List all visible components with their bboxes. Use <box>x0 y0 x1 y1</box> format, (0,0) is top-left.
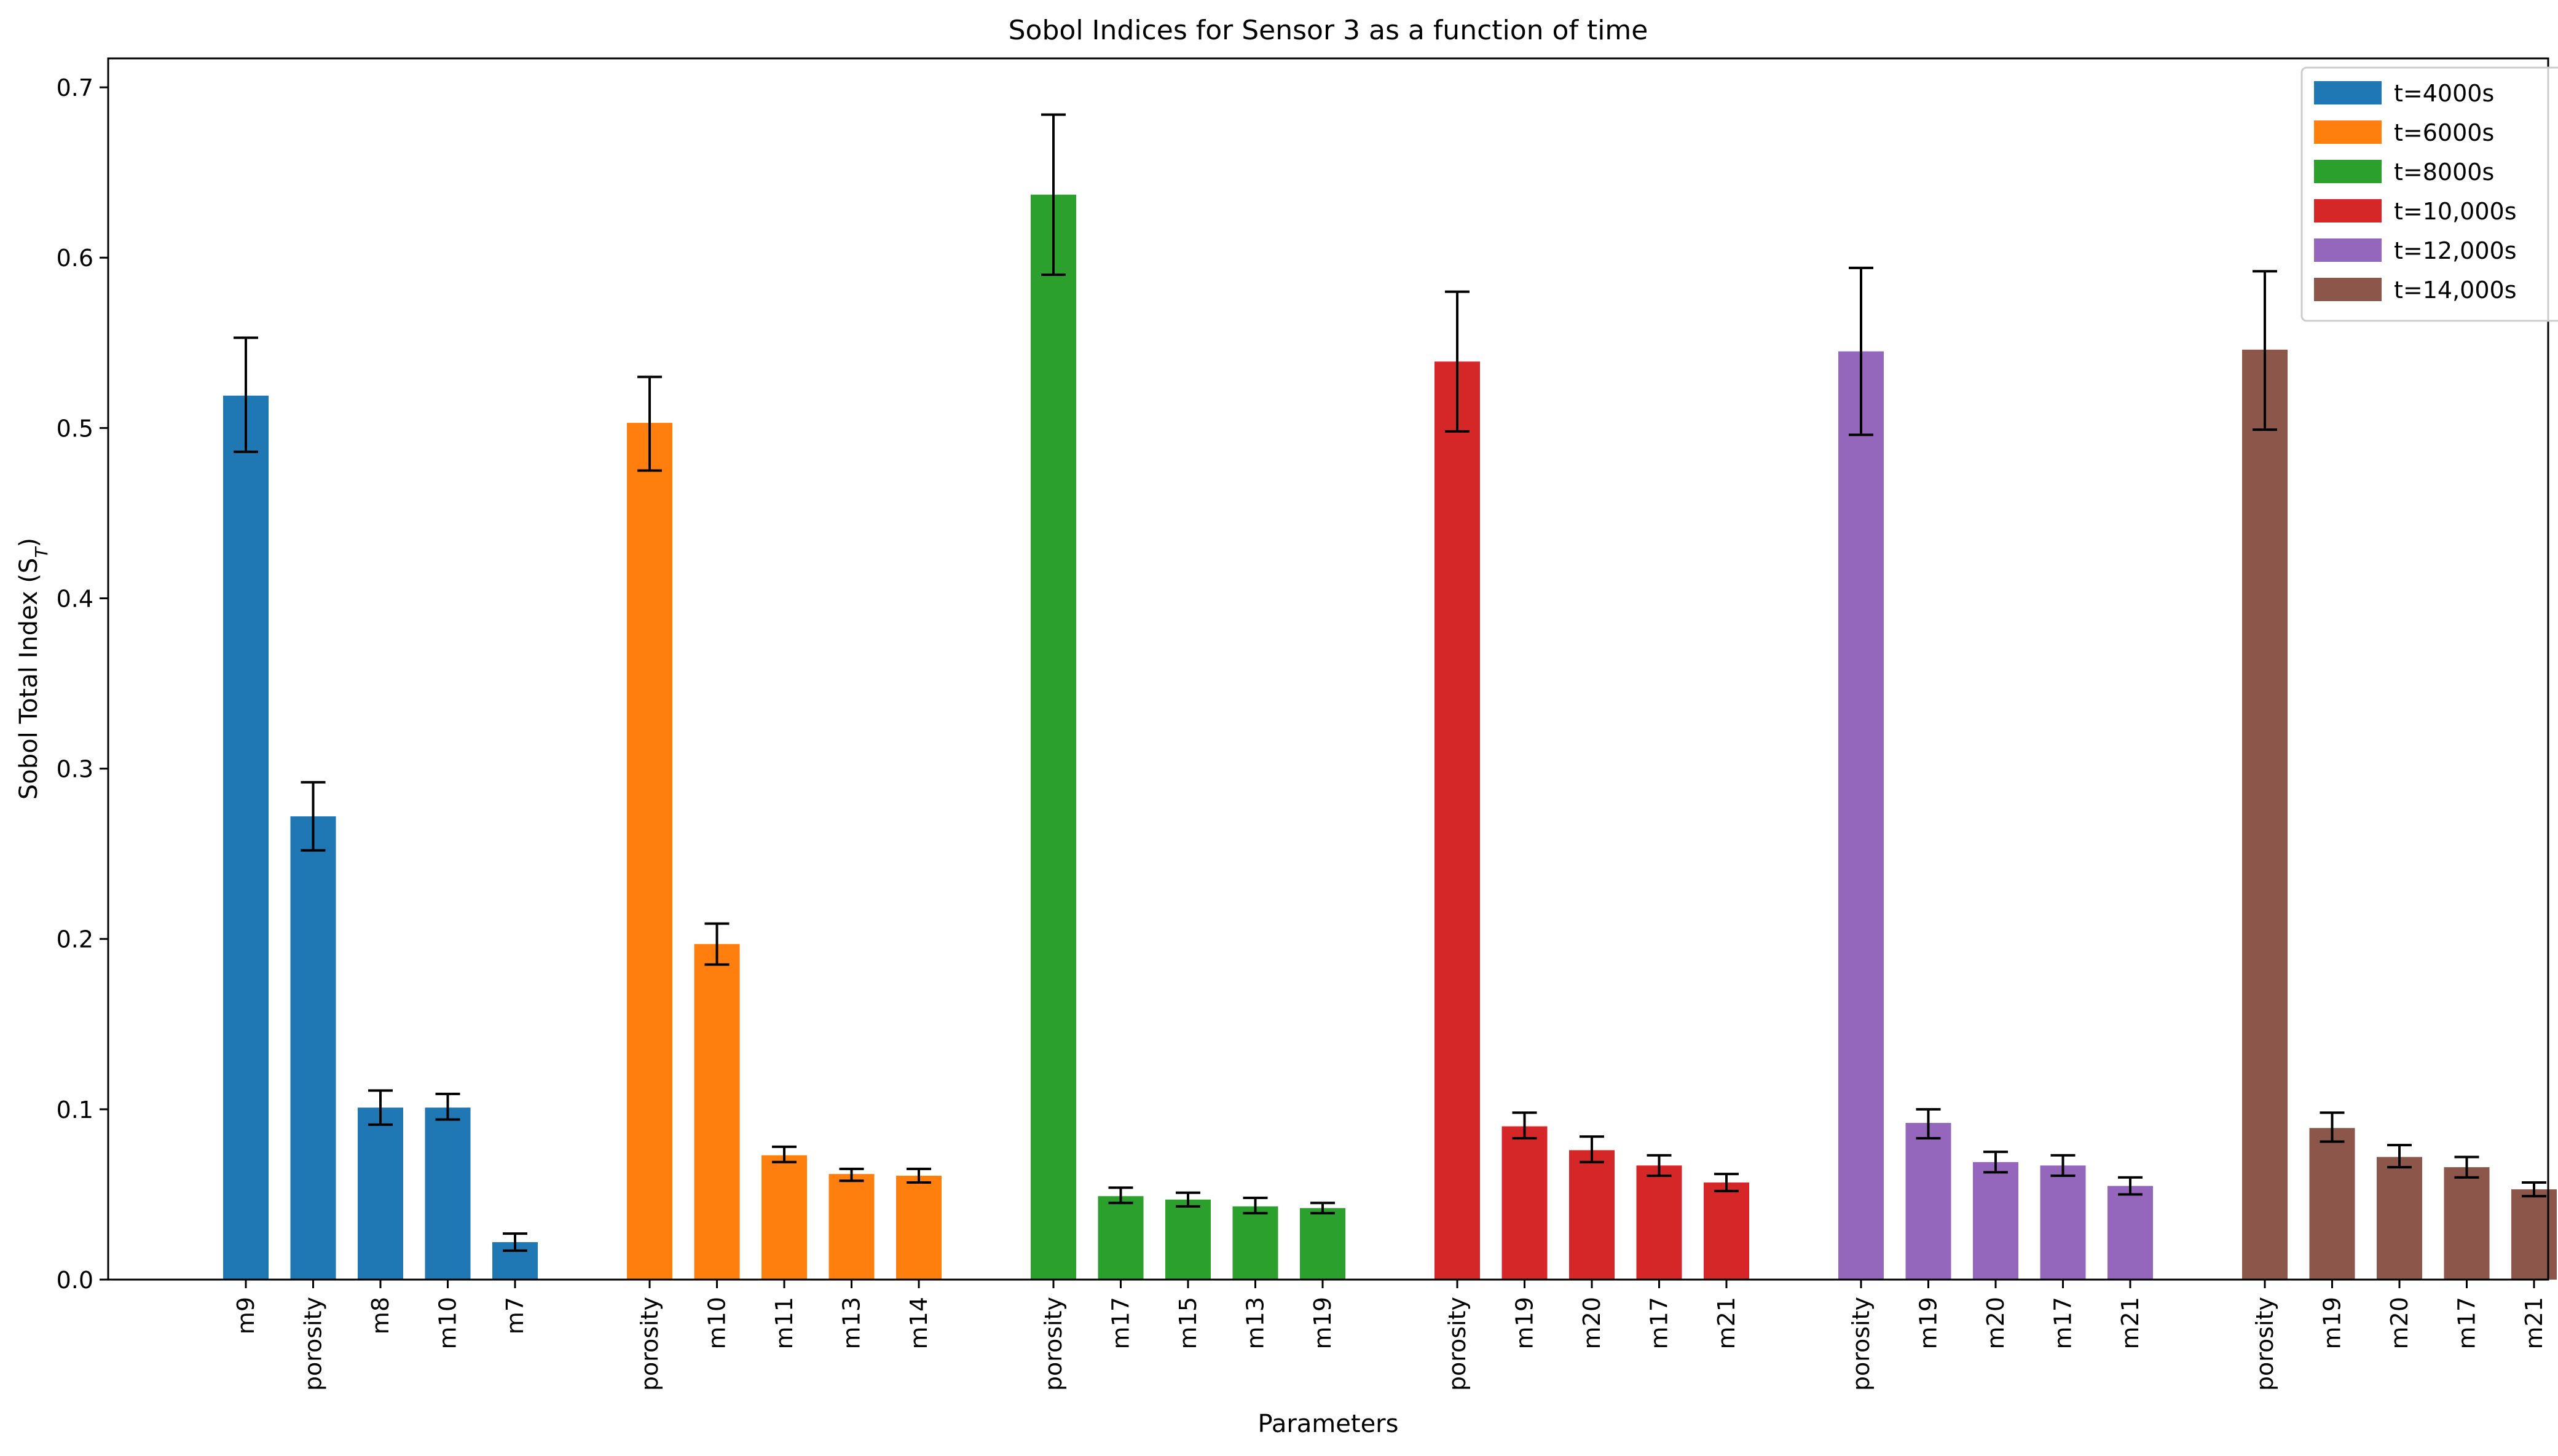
x-tick-label: m21 <box>2521 1297 2548 1349</box>
bar <box>896 1175 942 1280</box>
bar <box>1704 1183 1749 1280</box>
x-tick-label: porosity <box>1848 1297 1875 1391</box>
bar <box>223 395 269 1280</box>
x-axis-label: Parameters <box>1258 1410 1399 1438</box>
bar <box>2377 1157 2422 1280</box>
bar <box>2242 349 2288 1280</box>
bar <box>1098 1196 1144 1280</box>
legend-swatch <box>2314 238 2382 262</box>
legend-label: t=10,000s <box>2394 198 2517 225</box>
x-tick-label: m8 <box>367 1297 394 1334</box>
legend-label: t=8000s <box>2394 159 2494 186</box>
bar <box>1636 1165 1682 1280</box>
legend-label: t=4000s <box>2394 80 2494 107</box>
bar <box>1973 1162 2018 1280</box>
x-tick-label: m17 <box>2050 1297 2077 1349</box>
bar <box>1031 194 1076 1280</box>
x-tick-label: m17 <box>2454 1297 2481 1349</box>
x-tick-label: porosity <box>1444 1297 1471 1391</box>
legend-swatch <box>2314 199 2382 222</box>
x-axis-ticks: m9 porosity m8 m10 m7 porosity m10 m11 m13 m14 por… <box>232 1280 2548 1391</box>
x-tick-label: m20 <box>2386 1297 2413 1349</box>
y-axis-label-main: Sobol Total Index (S <box>15 558 43 800</box>
bar <box>1905 1123 1951 1280</box>
bar <box>2309 1128 2355 1280</box>
x-tick-label: porosity <box>300 1297 327 1391</box>
legend-label: t=14,000s <box>2394 277 2517 304</box>
bar <box>1434 361 1480 1280</box>
bar <box>2511 1189 2557 1280</box>
error-bars-group <box>234 113 2546 1252</box>
bar <box>2107 1186 2153 1280</box>
x-tick-label: m19 <box>2319 1297 2346 1349</box>
legend: t=4000s t=6000s t=8000s t=10,000s t=12,000s t… <box>2300 66 2558 322</box>
y-tick-label: 0.1 <box>57 1096 93 1123</box>
bar <box>1232 1206 1278 1280</box>
x-tick-label: m9 <box>232 1297 259 1334</box>
bar <box>2444 1167 2490 1280</box>
x-tick-label: m14 <box>905 1297 932 1349</box>
y-tick-label: 0.5 <box>57 415 93 442</box>
bar <box>290 816 336 1280</box>
legend-swatch <box>2314 278 2382 301</box>
y-tick-label: 0.4 <box>57 585 93 612</box>
x-tick-label: porosity <box>1040 1297 1067 1391</box>
y-axis-label-close: ) <box>15 538 43 548</box>
y-axis-ticks: 0.0 0.1 0.2 0.3 0.4 0.5 0.6 0.7 <box>57 74 108 1294</box>
y-axis-label-subscript: T <box>31 546 52 558</box>
bar <box>828 1174 875 1280</box>
x-tick-label: porosity <box>2251 1297 2278 1391</box>
x-tick-label: m20 <box>1982 1297 2009 1349</box>
bar <box>425 1108 471 1280</box>
x-tick-label: m19 <box>1511 1297 1538 1349</box>
bar <box>2040 1165 2086 1280</box>
legend-swatch <box>2314 120 2382 144</box>
x-tick-label: m20 <box>1578 1297 1605 1349</box>
bar <box>1501 1126 1548 1280</box>
legend-label: t=12,000s <box>2394 237 2517 264</box>
x-tick-label: m13 <box>1242 1297 1269 1349</box>
bar <box>358 1108 403 1280</box>
plot-frame <box>107 57 2549 1281</box>
x-tick-label: m21 <box>1713 1297 1740 1349</box>
bar <box>1300 1208 1345 1280</box>
y-tick-label: 0.0 <box>57 1267 93 1294</box>
x-tick-label: m19 <box>1309 1297 1336 1349</box>
legend-swatch <box>2314 81 2382 104</box>
x-tick-label: m13 <box>838 1297 865 1349</box>
chart-title: Sobol Indices for Sensor 3 as a function… <box>1009 15 1648 46</box>
bar <box>761 1155 807 1280</box>
legend-swatch <box>2314 160 2382 183</box>
x-tick-label: m17 <box>1646 1297 1673 1349</box>
x-tick-label: m21 <box>2117 1297 2144 1349</box>
y-tick-label: 0.2 <box>57 926 93 953</box>
x-tick-label: porosity <box>636 1297 663 1391</box>
bar <box>1569 1150 1615 1280</box>
y-tick-label: 0.3 <box>57 756 93 783</box>
bars-group <box>223 194 2557 1280</box>
bar <box>694 944 740 1280</box>
y-axis-label: Sobol Total Index (ST) <box>15 538 52 800</box>
x-tick-label: m19 <box>1915 1297 1942 1349</box>
legend-label: t=6000s <box>2394 119 2494 146</box>
y-tick-label: 0.6 <box>57 245 93 272</box>
x-tick-label: m10 <box>704 1297 731 1349</box>
bar <box>1165 1199 1211 1280</box>
bar <box>627 423 672 1280</box>
x-tick-label: m10 <box>435 1297 462 1349</box>
y-tick-label: 0.7 <box>57 74 93 101</box>
x-tick-label: m15 <box>1175 1297 1202 1349</box>
bar <box>1838 351 1884 1280</box>
x-tick-label: m17 <box>1108 1297 1135 1349</box>
x-tick-label: m7 <box>502 1297 529 1334</box>
x-tick-label: m11 <box>771 1297 798 1349</box>
